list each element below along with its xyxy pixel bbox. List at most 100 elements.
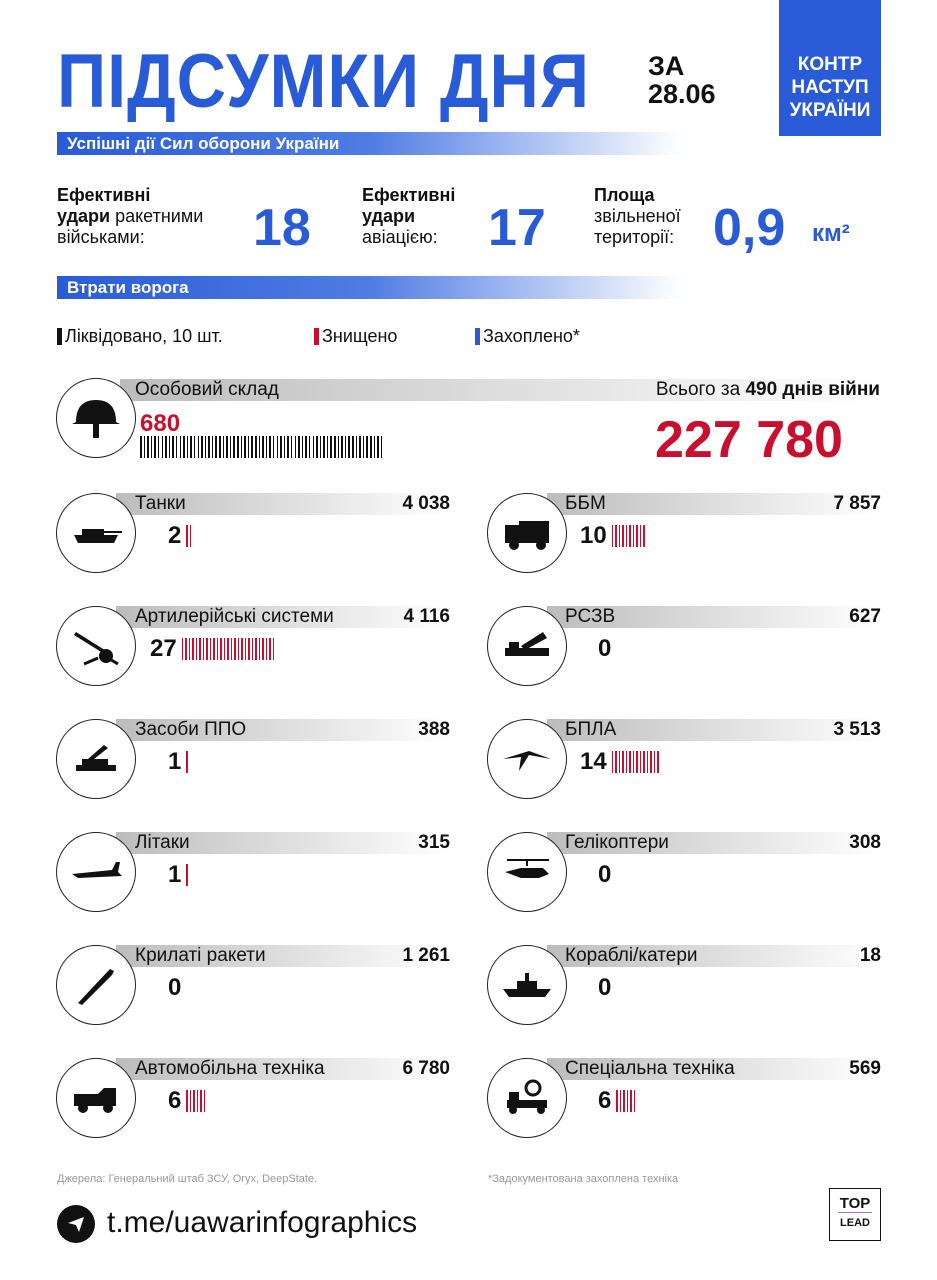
legend-label: Захоплено* (483, 326, 580, 346)
air-defense-icon (56, 719, 136, 799)
tally-mark (157, 436, 160, 458)
legend-destroyed: Знищено (314, 326, 397, 347)
tally-mark (200, 1090, 202, 1112)
tally-mark (653, 751, 656, 773)
drone-tally (611, 751, 659, 773)
tally-mark (636, 525, 638, 547)
logo-text: LEAD (840, 1217, 870, 1229)
tank-label: Танки (135, 493, 186, 514)
tally-mark (294, 436, 297, 458)
jet-tally (186, 864, 188, 886)
label-bar (116, 1058, 450, 1080)
stat-value: 0,9 (713, 199, 786, 257)
jet-daily: 1 (168, 862, 188, 888)
apc-icon (487, 493, 567, 573)
tally-mark (355, 436, 358, 458)
tally-mark (258, 436, 261, 458)
tank-icon (56, 493, 136, 573)
legend-label: Ліквідовано, 10 шт. (65, 326, 223, 346)
brand-line: КОНТР (797, 54, 863, 75)
tally-mark (186, 525, 188, 547)
captured-note: *Задокументована захоплена техніка (488, 1173, 679, 1185)
tally-mark (247, 436, 250, 458)
truck-daily: 6 (168, 1087, 206, 1114)
telegram-link[interactable]: t.me/uawarinfographics (107, 1206, 418, 1239)
tally-mark (657, 751, 659, 773)
tally-mark (179, 436, 182, 458)
air-defense-count: 1 (168, 748, 182, 775)
tally-mark (165, 436, 167, 458)
stat-value: 18 (253, 199, 311, 257)
helmet-icon (56, 378, 136, 458)
tally-mark (209, 638, 212, 660)
missile-daily: 0 (168, 975, 186, 1001)
brand-logo: КОНТР НАСТУП УКРАЇНИ (779, 0, 881, 136)
toplead-logo: TOP LEAD (829, 1188, 881, 1241)
truck-count: 6 (168, 1087, 182, 1114)
tank-count: 2 (168, 522, 182, 549)
stat-missile-strikes: Ефективні удари ракетними військами: (57, 185, 203, 248)
tally-mark (213, 638, 215, 660)
stat-label: території: (594, 227, 675, 247)
tank-daily: 2 (168, 522, 192, 549)
tally-mark (175, 436, 178, 458)
tally-mark (625, 525, 628, 547)
drone-label: БПЛА (565, 719, 617, 740)
ship-daily: 0 (598, 975, 616, 1001)
tally-mark (632, 751, 635, 773)
brand-line: НАСТУП (791, 77, 869, 98)
ship-label: Кораблі/катери (565, 945, 698, 966)
special-vehicle-icon (487, 1058, 567, 1138)
tally-mark (227, 638, 229, 660)
apc-label: ББМ (565, 493, 606, 514)
tally-mark (616, 1090, 618, 1112)
tally-mark (330, 436, 332, 458)
tally-mark (197, 436, 199, 458)
sources-note: Джерела: Генеральний штаб ЗСУ, Oryx, Dee… (57, 1173, 318, 1185)
tally-mark (290, 436, 293, 458)
tally-mark (373, 436, 376, 458)
tally-mark (312, 436, 314, 458)
tally-mark (255, 638, 257, 660)
drone-daily: 14 (580, 749, 659, 775)
tally-mark (219, 436, 221, 458)
mlrs-total: 627 (849, 606, 881, 627)
page-title: ПІДСУМКИ ДНЯ (57, 39, 590, 124)
tally-mark (244, 436, 246, 458)
artillery-daily: 27 (150, 636, 275, 662)
stat-label: Ефективні (362, 185, 456, 205)
date-prefix: ЗА (648, 51, 685, 81)
tally-mark (618, 751, 621, 773)
tally-mark (168, 436, 171, 458)
tally-mark (377, 436, 379, 458)
tally-mark (192, 638, 194, 660)
section-header-actions: Успішні дії Сил оборони України (57, 132, 682, 155)
special-vehicle-total: 569 (849, 1058, 881, 1079)
truck-tally (186, 1090, 206, 1112)
label-bar (547, 832, 881, 854)
tally-mark (366, 436, 368, 458)
special-vehicle-daily: 6 (598, 1088, 636, 1114)
drone-icon (487, 719, 567, 799)
tally-mark (334, 436, 336, 458)
artillery-icon (56, 606, 136, 686)
tally-mark (183, 436, 185, 458)
truck-icon (56, 1058, 136, 1138)
stat-label: авіацією: (362, 227, 438, 247)
tally-mark (222, 436, 225, 458)
tank-total: 4 038 (402, 493, 450, 514)
tally-mark (615, 525, 617, 547)
legend-killed: Ліквідовано, 10 шт. (57, 326, 223, 347)
label-bar (116, 719, 450, 741)
tally-mark (195, 638, 198, 660)
tally-mark (380, 436, 383, 458)
tally-mark (619, 1090, 622, 1112)
legend-captured: Захоплено* (475, 326, 580, 347)
tally-mark (316, 436, 318, 458)
telegram-icon (57, 1205, 95, 1243)
tally-mark (262, 638, 264, 660)
tally-mark (237, 436, 239, 458)
tally-mark (248, 638, 250, 660)
label-bar (547, 1058, 881, 1080)
tally-mark (362, 436, 365, 458)
